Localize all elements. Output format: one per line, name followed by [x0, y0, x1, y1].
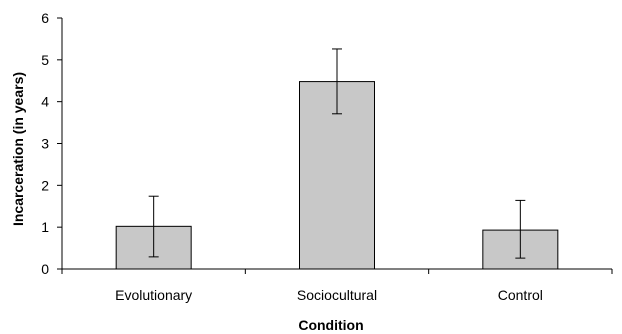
y-ticks: 0 1 2 3 4 5 6	[41, 10, 62, 277]
x-tick-label: Sociocultural	[297, 287, 377, 303]
y-tick-label: 0	[41, 261, 49, 277]
x-ticks: Evolutionary Sociocultural Control	[61, 269, 613, 303]
y-tick-label: 1	[41, 219, 49, 235]
x-tick-label: Control	[498, 287, 543, 303]
y-tick-label: 3	[41, 136, 49, 152]
x-tick-label: Evolutionary	[115, 287, 192, 303]
y-tick-label: 4	[41, 94, 49, 110]
y-tick-label: 5	[41, 52, 49, 68]
y-axis-title: Incarceration (in years)	[10, 72, 26, 226]
y-tick-label: 6	[41, 10, 49, 26]
y-tick-label: 2	[41, 177, 49, 193]
bars	[115, 81, 559, 270]
error-bars	[148, 48, 526, 259]
x-axis-title: Condition	[298, 317, 363, 333]
